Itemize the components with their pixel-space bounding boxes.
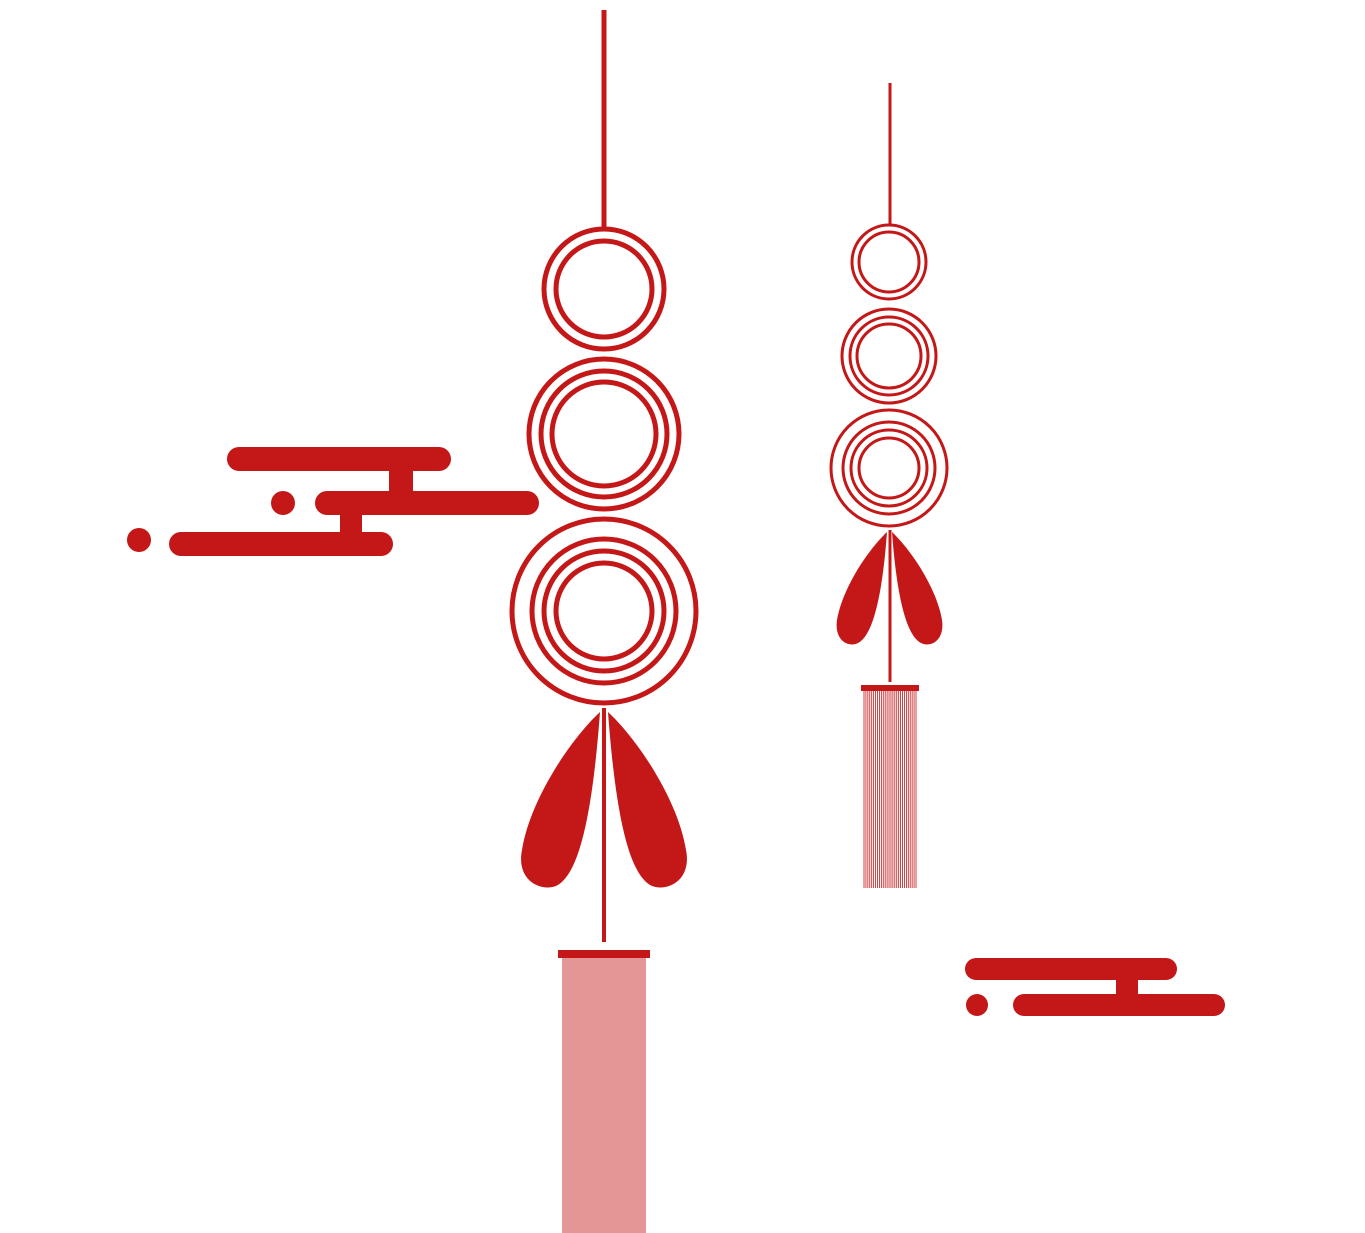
petal-pair	[521, 712, 687, 888]
ring-group-top	[541, 226, 667, 352]
auspicious-cloud-left	[127, 447, 539, 556]
tassel-cap	[861, 685, 919, 691]
ring-group-bottom	[829, 408, 949, 528]
auspicious-cloud-right	[965, 958, 1225, 1016]
ring-group-bottom	[509, 516, 699, 706]
tassel-fringe	[863, 691, 917, 888]
tassel-cap	[558, 950, 650, 958]
petal-left	[836, 532, 887, 645]
petal-left	[521, 712, 600, 888]
petal-right	[892, 532, 943, 645]
small-tassel-ornament	[829, 83, 949, 888]
ring-group-middle	[526, 356, 682, 512]
petal-pair	[836, 532, 943, 645]
ring-group-middle	[840, 307, 938, 405]
large-tassel-ornament	[509, 10, 699, 1233]
ring-group-top	[850, 223, 928, 301]
tassel-fringe	[562, 958, 646, 1233]
petal-right	[608, 712, 687, 888]
